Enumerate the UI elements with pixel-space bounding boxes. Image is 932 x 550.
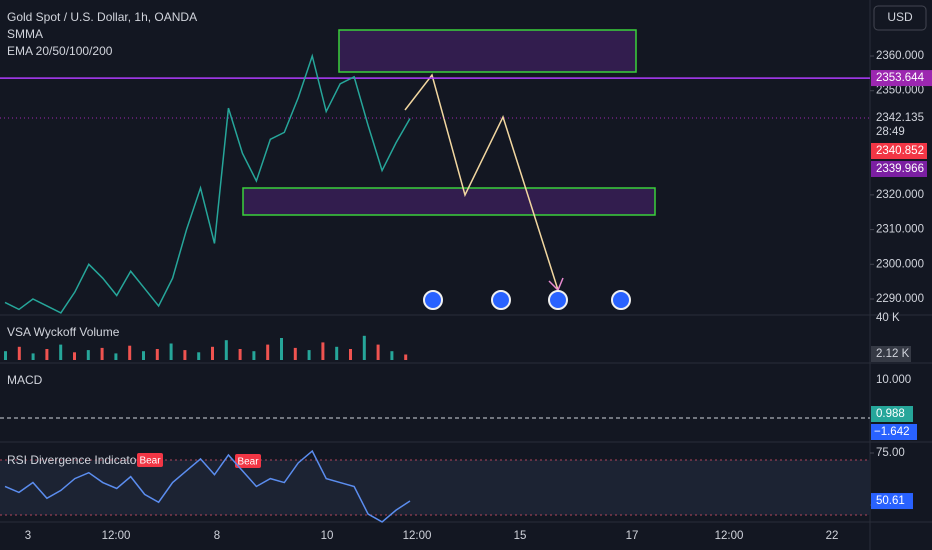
volume-bar bbox=[59, 344, 63, 360]
price-line bbox=[4, 53, 411, 314]
volume-bar bbox=[390, 351, 394, 360]
volume-bar bbox=[169, 343, 173, 360]
pane-title: RSI Divergence Indicator bbox=[7, 453, 140, 467]
value-badge bbox=[871, 346, 911, 362]
price-tick-label: 2350.000 bbox=[876, 85, 924, 97]
volume-bar bbox=[335, 346, 339, 360]
time-label: 22 bbox=[826, 530, 839, 542]
value-badge bbox=[871, 161, 927, 177]
pane-title: VSA Wyckoff Volume bbox=[7, 325, 120, 339]
volume-bar bbox=[73, 352, 76, 360]
last-price-label: 2342.135 bbox=[876, 112, 924, 124]
volume-bar bbox=[17, 346, 21, 360]
currency: USD bbox=[887, 10, 913, 24]
price-tick-label: 2300.000 bbox=[876, 258, 924, 270]
volume-bar bbox=[280, 338, 283, 360]
volume-bar bbox=[376, 344, 380, 360]
countdown: 28:49 bbox=[876, 126, 905, 138]
volume-bar bbox=[307, 350, 311, 360]
time-label: 12:00 bbox=[403, 530, 432, 542]
bear-tag bbox=[235, 454, 261, 468]
bear-tag-text: Bear bbox=[139, 456, 161, 467]
time-label: 10 bbox=[321, 530, 334, 542]
demand-zone bbox=[242, 187, 656, 216]
currency-button[interactable] bbox=[873, 5, 927, 31]
volume-bar bbox=[404, 354, 408, 360]
volume-bar bbox=[155, 349, 159, 360]
event-icon[interactable] bbox=[548, 290, 568, 310]
event-icon[interactable] bbox=[491, 290, 511, 310]
volume-bar bbox=[293, 347, 297, 360]
bear-tag-text: Bear bbox=[237, 457, 259, 468]
time-label: 12:00 bbox=[102, 530, 131, 542]
indicator-label: SMMA bbox=[7, 27, 43, 41]
macd-axis-label: 10.000 bbox=[876, 374, 911, 386]
volume-bar bbox=[183, 350, 187, 360]
pane-title: MACD bbox=[7, 373, 43, 387]
volume-last: 2.12 K bbox=[876, 348, 910, 360]
rsi-tick-label: 75.00 bbox=[876, 447, 905, 459]
volume-bar bbox=[252, 351, 256, 360]
volume-bar bbox=[114, 353, 118, 360]
level-label: 2353.644 bbox=[876, 72, 925, 84]
volume-bar bbox=[142, 351, 145, 360]
time-label: 3 bbox=[25, 530, 31, 542]
ema-label: 2339.966 bbox=[876, 163, 924, 175]
event-icons bbox=[423, 290, 631, 310]
price-tick-label: 2360.000 bbox=[876, 50, 924, 62]
price-tick-label: 2290.000 bbox=[876, 293, 924, 305]
volume-bar bbox=[128, 345, 132, 360]
rsi-line bbox=[4, 449, 411, 523]
volume-bar bbox=[100, 347, 104, 360]
bid-label: 2340.852 bbox=[876, 145, 924, 157]
volume-bar bbox=[349, 349, 352, 360]
time-label: 15 bbox=[514, 530, 527, 542]
volume-bar bbox=[86, 350, 90, 360]
symbol-title: Gold Spot / U.S. Dollar, 1h, OANDA bbox=[7, 10, 197, 24]
rsi-last: 50.61 bbox=[876, 495, 905, 507]
time-label: 17 bbox=[626, 530, 639, 542]
event-icon[interactable] bbox=[423, 290, 443, 310]
volume-bar bbox=[362, 335, 366, 360]
volume-bar bbox=[31, 353, 35, 360]
indicator-label: EMA 20/50/100/200 bbox=[7, 44, 113, 58]
signal-value: −1.642 bbox=[874, 426, 910, 438]
price-tick-label: 2320.000 bbox=[876, 189, 924, 201]
value-badge bbox=[871, 424, 917, 440]
value-badge bbox=[871, 143, 927, 159]
price-tick-label: 2310.000 bbox=[876, 224, 924, 236]
projection-path bbox=[404, 73, 559, 291]
volume-bar bbox=[4, 351, 7, 360]
volume-bar bbox=[197, 352, 201, 360]
rsi-band bbox=[0, 460, 870, 515]
macd-value: 0.988 bbox=[876, 408, 905, 420]
volume-bar bbox=[266, 344, 270, 360]
event-icon[interactable] bbox=[611, 290, 631, 310]
volume-bar bbox=[45, 349, 49, 360]
bear-tag bbox=[137, 453, 163, 467]
value-badge bbox=[871, 493, 913, 510]
volume-bar bbox=[238, 349, 242, 360]
volume-bar bbox=[211, 346, 214, 360]
volume-bar bbox=[321, 342, 325, 360]
time-label: 8 bbox=[214, 530, 220, 542]
volume-axis-label: 40 K bbox=[876, 312, 900, 324]
value-badge bbox=[871, 406, 913, 422]
supply-zone bbox=[338, 29, 637, 73]
time-label: 12:00 bbox=[715, 530, 744, 542]
volume-bar bbox=[224, 340, 228, 360]
value-badge bbox=[871, 70, 932, 87]
